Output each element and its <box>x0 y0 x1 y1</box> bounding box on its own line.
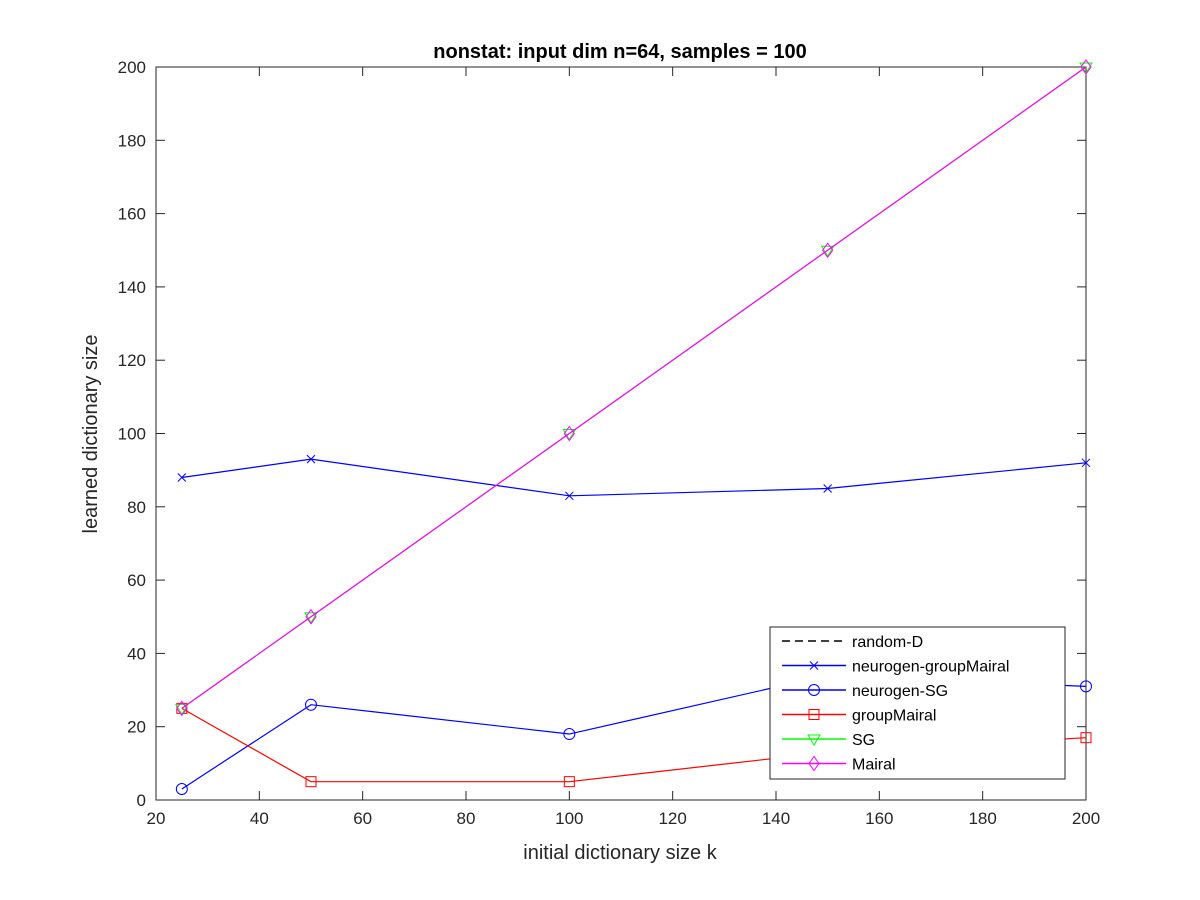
data-point-neurogen-groupMairal <box>1081 458 1091 468</box>
data-point-neurogen-groupMairal <box>306 454 316 464</box>
legend-marker <box>807 734 821 746</box>
legend-marker <box>809 661 819 670</box>
y-axis-label: learned dictionary size <box>80 335 102 534</box>
data-point-SG <box>562 429 577 441</box>
x-tick-label: 20 <box>147 809 166 828</box>
x-tick-label: 100 <box>555 809 583 828</box>
y-tick-label: 140 <box>118 278 146 297</box>
data-point-Mairal <box>822 242 834 259</box>
data-point-neurogen-SG <box>563 728 576 741</box>
x-tick-label: 140 <box>762 809 790 828</box>
x-tick-label: 180 <box>968 809 996 828</box>
x-tick-label: 200 <box>1072 809 1100 828</box>
legend-label: neurogen-groupMairal <box>852 659 1009 676</box>
data-point-Mairal <box>1080 59 1092 75</box>
data-point-neurogen-SG <box>175 783 188 796</box>
series-Mairal <box>176 59 1092 717</box>
data-point-SG <box>1079 62 1093 74</box>
legend-label: Mairal <box>852 757 896 774</box>
legend-entry: random-D <box>782 634 923 651</box>
legend-entry: Mairal <box>782 755 896 774</box>
y-tick-label: 40 <box>127 644 146 663</box>
y-tick-label: 180 <box>118 131 146 150</box>
x-tick-label: 60 <box>353 809 372 828</box>
y-tick-label: 60 <box>127 571 146 590</box>
legend-entry: groupMairal <box>782 708 936 725</box>
data-point-SG <box>174 703 189 716</box>
legend: random-D neurogen-groupMairal neurogen-SG g… <box>769 626 1066 780</box>
legend-entry: neurogen-groupMairal <box>782 659 1009 676</box>
legend-marker <box>808 684 820 696</box>
legend-entry: SG <box>782 732 875 749</box>
legend-entry: neurogen-SG <box>782 683 948 700</box>
data-point-neurogen-SG <box>1080 680 1092 693</box>
legend-box <box>769 626 1066 780</box>
legend-marker <box>808 709 820 720</box>
legend-label: SG <box>852 732 875 749</box>
y-tick-label: 100 <box>118 425 146 444</box>
y-tick-label: 120 <box>118 351 146 370</box>
legend-label: neurogen-SG <box>852 683 948 700</box>
data-point-groupMairal <box>1080 732 1092 744</box>
y-tick-label: 0 <box>137 791 146 810</box>
data-point-neurogen-groupMairal <box>564 491 574 501</box>
legend-label: groupMairal <box>852 708 936 725</box>
x-tick-label: 160 <box>865 809 893 828</box>
data-point-SG <box>820 245 835 258</box>
x-tick-label: 80 <box>457 809 476 828</box>
legend-marker <box>808 755 820 772</box>
data-point-groupMairal <box>563 776 575 788</box>
chart-title: nonstat: input dim n=64, samples = 100 <box>433 41 806 63</box>
data-point-Mairal <box>305 608 317 625</box>
data-point-Mairal <box>563 425 575 442</box>
data-point-groupMairal <box>305 776 317 788</box>
y-tick-label: 200 <box>118 58 146 77</box>
data-point-neurogen-SG <box>305 698 317 711</box>
series-line-Mairal <box>181 66 1087 709</box>
x-axis-label: initial dictionary size k <box>523 842 717 864</box>
x-tick-label: 120 <box>658 809 686 828</box>
x-tick-label: 40 <box>250 809 269 828</box>
y-tick-label: 160 <box>118 205 146 224</box>
series-neurogen-groupMairal <box>177 454 1091 501</box>
data-point-neurogen-groupMairal <box>177 473 187 482</box>
y-tick-label: 80 <box>127 498 146 517</box>
data-point-SG <box>304 612 318 624</box>
y-tick-label: 20 <box>127 718 146 737</box>
data-point-neurogen-groupMairal <box>823 484 833 493</box>
data-point-Mairal <box>176 700 188 717</box>
legend-label: random-D <box>852 634 923 651</box>
